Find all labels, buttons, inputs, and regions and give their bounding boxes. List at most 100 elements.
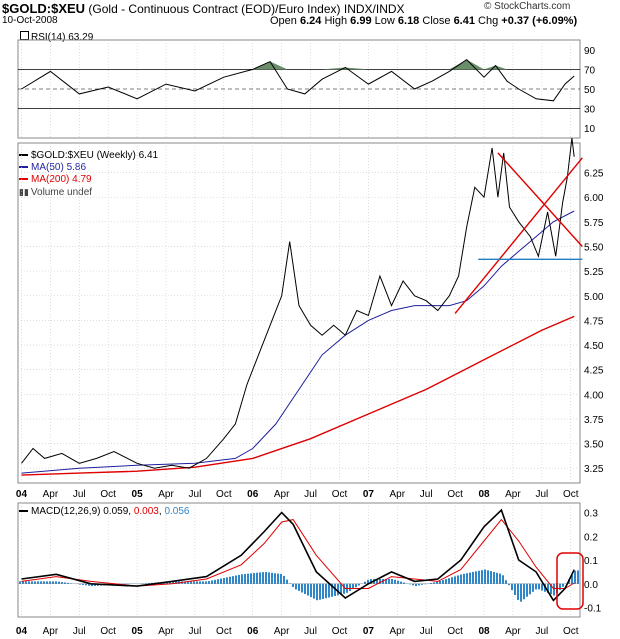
macd-histogram-bar xyxy=(505,580,507,584)
macd-histogram-bar xyxy=(439,580,441,584)
macd-histogram-bar xyxy=(355,583,357,588)
macd-histogram-bar xyxy=(208,581,210,584)
price-y-tick: 5.00 xyxy=(584,292,604,303)
macd-histogram-bar xyxy=(532,583,534,592)
macd-histogram-bar xyxy=(199,581,201,584)
x-tick-label: Oct xyxy=(100,626,116,637)
macd-histogram-bar xyxy=(307,583,309,596)
legend-swatch xyxy=(19,166,28,169)
macd-histogram-bar xyxy=(94,583,96,586)
macd-panel-frame xyxy=(17,502,581,618)
price-y-tick: 4.25 xyxy=(584,366,604,377)
open-value: 6.24 xyxy=(299,15,322,27)
macd-histogram-bar xyxy=(493,571,495,584)
macd-histogram-bar xyxy=(571,575,573,584)
macd-histogram-bar xyxy=(217,579,219,584)
x-tick-label: Oct xyxy=(216,489,232,500)
macd-histogram-bar xyxy=(178,581,180,584)
macd-histogram-bar xyxy=(331,583,333,597)
macd-histogram-bar xyxy=(394,579,396,584)
macd-histogram-bar xyxy=(85,583,87,586)
signal-value: 0.003 xyxy=(133,506,159,517)
macd-histogram-bar xyxy=(316,583,318,601)
macd-histogram-bar xyxy=(190,581,192,584)
macd-histogram-bar xyxy=(403,582,405,584)
macd-histogram-bar xyxy=(541,583,543,591)
macd-histogram-bar xyxy=(520,583,522,602)
macd-histogram-bar xyxy=(40,581,42,584)
x-tick-label: Apr xyxy=(390,489,406,500)
macd-histogram-bar xyxy=(283,575,285,584)
x-tick-label: Apr xyxy=(158,489,174,500)
x-tick-label: 04 xyxy=(16,626,28,637)
macd-histogram-bar xyxy=(397,580,399,584)
x-tick-label: 04 xyxy=(16,489,28,500)
price-y-tick: 6.25 xyxy=(584,169,604,180)
macd-histogram-bar xyxy=(28,581,30,584)
macd-highlight-box xyxy=(556,552,584,610)
chart-date: 10-Oct-2008 xyxy=(2,15,58,26)
macd-histogram-bar xyxy=(466,573,468,584)
open-label: Open xyxy=(270,15,297,27)
rsi-y-tick: 70 xyxy=(584,65,596,76)
macd-histogram-bar xyxy=(301,583,303,593)
hist-value: 0.056 xyxy=(164,506,190,517)
rsi-legend: RSI(14) 63.29 xyxy=(20,31,93,43)
macd-histogram-bar xyxy=(67,582,69,584)
macd-histogram-bar xyxy=(475,571,477,584)
x-tick-label: Oct xyxy=(447,626,463,637)
macd-histogram-bar xyxy=(175,581,177,584)
macd-histogram-bar xyxy=(253,573,255,584)
legend-ma50: MA(50) 5.86 xyxy=(19,162,158,174)
x-tick-label: Oct xyxy=(332,489,348,500)
symbol: $GOLD:$XEU xyxy=(2,1,86,16)
low-value: 6.18 xyxy=(397,15,420,27)
macd-histogram-bar xyxy=(442,580,444,584)
rsi-overbought-fill xyxy=(449,59,485,70)
macd-y-tick: -0.1 xyxy=(584,604,602,615)
symbol-description: (Gold - Continuous Contract (EOD)/Euro I… xyxy=(88,2,341,16)
price-y-tick: 6.00 xyxy=(584,193,604,204)
price-y-tick: 3.25 xyxy=(584,464,604,475)
macd-histogram-bar xyxy=(262,572,264,584)
macd-histogram-bar xyxy=(292,583,294,587)
rsi-overbought-fill xyxy=(252,61,288,70)
macd-histogram-bar xyxy=(310,583,312,598)
macd-histogram-bar xyxy=(25,581,27,584)
x-tick-label: Oct xyxy=(100,489,116,500)
macd-histogram-bar xyxy=(448,578,450,584)
x-tick-label: Jul xyxy=(535,489,548,500)
legend-ma50-value: 5.86 xyxy=(66,162,87,173)
macd-histogram-bar xyxy=(346,583,348,593)
x-tick-label: Apr xyxy=(158,626,174,637)
rsi-overbought-fill xyxy=(322,67,369,70)
x-tick-label: Oct xyxy=(332,626,348,637)
macd-histogram-bar xyxy=(52,581,54,584)
ma200-line xyxy=(21,315,575,476)
price-legend: $GOLD:$XEU (Weekly) 6.41 MA(50) 5.86 MA(… xyxy=(19,150,158,199)
macd-histogram-bar xyxy=(544,583,546,592)
macd-histogram-bar xyxy=(457,575,459,584)
legend-price: $GOLD:$XEU (Weekly) 6.41 xyxy=(19,150,158,162)
macd-histogram-bar xyxy=(352,583,354,590)
x-tick-label: Jul xyxy=(420,489,433,500)
macd-histogram-bar xyxy=(484,569,486,584)
macd-histogram-bar xyxy=(574,570,576,584)
macd-y-tick: 0.2 xyxy=(584,532,598,543)
macd-histogram-bar xyxy=(526,583,528,597)
x-tick-label: Oct xyxy=(563,626,579,637)
price-y-tick: 4.00 xyxy=(584,390,604,401)
macd-histogram-bar xyxy=(511,583,513,591)
macd-histogram-bar xyxy=(523,583,525,600)
macd-histogram-bar xyxy=(508,583,510,586)
legend-volume-name: Volume undef xyxy=(30,187,93,198)
macd-histogram-bar xyxy=(34,581,36,584)
legend-swatch xyxy=(19,178,28,181)
macd-histogram-bar xyxy=(478,570,480,584)
macd-histogram-bar xyxy=(454,576,456,584)
x-tick-label: Jul xyxy=(304,626,317,637)
macd-histogram-bar xyxy=(340,583,342,595)
exchange: INDX/INDX xyxy=(343,2,405,16)
macd-histogram-bar xyxy=(220,578,222,584)
rsi-line xyxy=(21,58,575,102)
